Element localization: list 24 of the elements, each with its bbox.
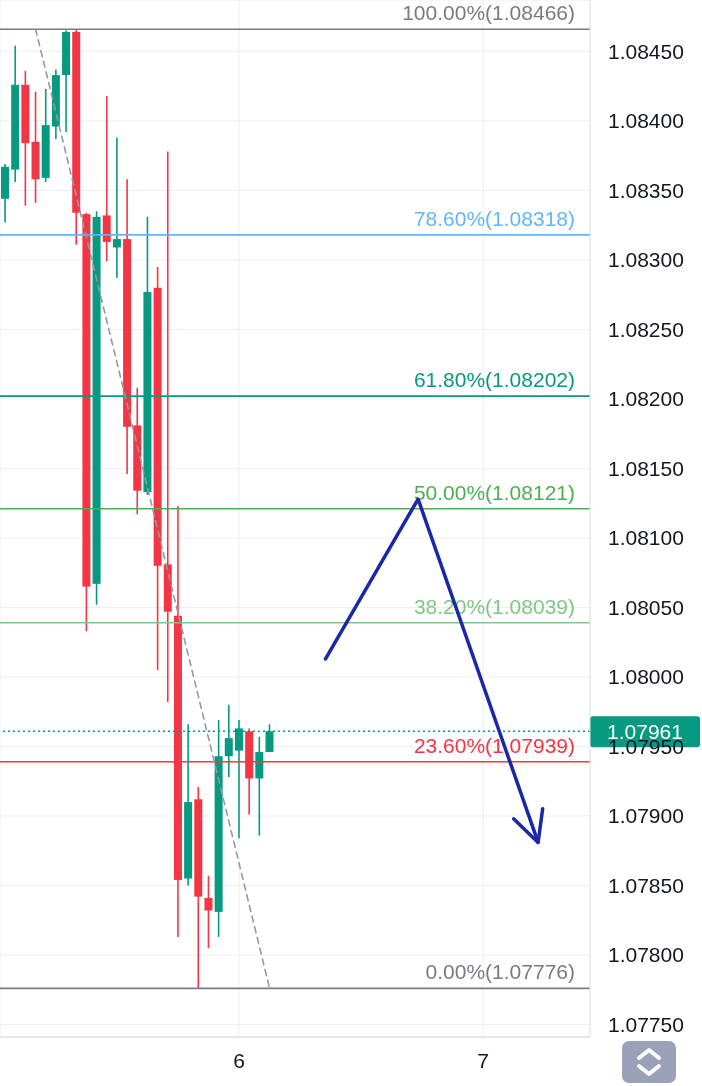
y-tick-label: 1.08350 [608,178,684,202]
y-tick-label: 1.08050 [608,595,684,619]
ref-line-label: 100.00%(1.08466) [402,1,575,25]
y-tick-label: 1.08100 [608,526,684,550]
y-tick-label: 1.08200 [608,387,684,411]
y-tick-label: 1.07800 [608,943,684,967]
x-tick-label: 6 [233,1048,245,1072]
y-tick-label: 1.08150 [608,456,684,480]
y-tick-label: 1.07900 [608,804,684,828]
y-tick-label: 1.08400 [608,109,684,133]
candlestick [204,874,213,949]
y-tick-label: 1.08300 [608,248,684,272]
ref-line-label: 61.80%(1.08202) [413,368,575,392]
ref-line-label: 50.00%(1.08121) [413,480,575,504]
y-tick-label: 1.08250 [608,317,684,341]
ref-line-label: 78.60%(1.08318) [413,206,575,230]
candlestick [112,136,121,279]
x-tick-label: 7 [477,1048,490,1072]
y-tick-label: 1.08450 [608,39,684,63]
candlestick [163,150,172,703]
y-tick-label: 1.08000 [608,665,684,689]
y-tick-label: 1.07850 [608,873,684,897]
ref-line-label: 0.00%(1.07776) [425,960,575,984]
y-tick-label: 1.07750 [608,1012,684,1036]
